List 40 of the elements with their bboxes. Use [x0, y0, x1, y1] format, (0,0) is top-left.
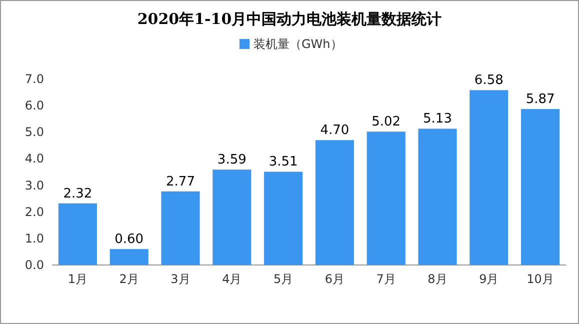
data-label: 4.70 [320, 123, 350, 138]
y-tick-label: 2.0 [24, 204, 44, 219]
data-label: 5.87 [526, 92, 555, 108]
y-tick-label: 7.0 [24, 72, 44, 86]
y-tick-label: 1.0 [24, 231, 44, 246]
legend-label: 装机量（GWh） [254, 37, 342, 51]
data-label: 3.51 [268, 154, 298, 170]
data-label: 2.77 [166, 174, 195, 190]
bar [264, 172, 303, 265]
x-tick-label: 4月 [222, 272, 242, 286]
bar [470, 90, 508, 265]
x-tick-label: 10月 [526, 272, 554, 286]
data-label: 0.60 [114, 232, 144, 248]
bar [366, 132, 406, 265]
x-tick-label: 2月 [119, 272, 139, 286]
x-tick-label: 1月 [68, 272, 88, 286]
data-label: 3.59 [217, 152, 246, 168]
x-tick-label: 8月 [428, 272, 448, 286]
y-tick-label: 5.0 [24, 125, 44, 140]
bar [110, 249, 148, 265]
bar [58, 203, 97, 265]
data-label: 5.02 [372, 114, 401, 130]
x-tick-label: 9月 [479, 272, 499, 286]
x-tick-label: 7月 [376, 272, 396, 286]
y-tick-label: 0.0 [24, 258, 44, 272]
bar [212, 170, 252, 265]
bar [418, 128, 457, 265]
x-tick-label: 3月 [170, 272, 190, 286]
chart-title: 2020年1-10月中国动力电池装机量数据统计 [137, 10, 442, 28]
y-tick-label: 6.0 [24, 98, 44, 113]
bar [315, 140, 354, 265]
y-tick-label: 4.0 [24, 152, 44, 166]
y-tick-label: 3.0 [24, 178, 44, 192]
x-tick-label: 5月 [273, 272, 294, 286]
x-tick-label: 6月 [324, 272, 345, 286]
data-label: 5.13 [423, 112, 452, 127]
bar [161, 191, 200, 265]
bar [521, 109, 560, 265]
data-label: 6.58 [474, 73, 504, 88]
data-label: 2.32 [63, 186, 92, 202]
